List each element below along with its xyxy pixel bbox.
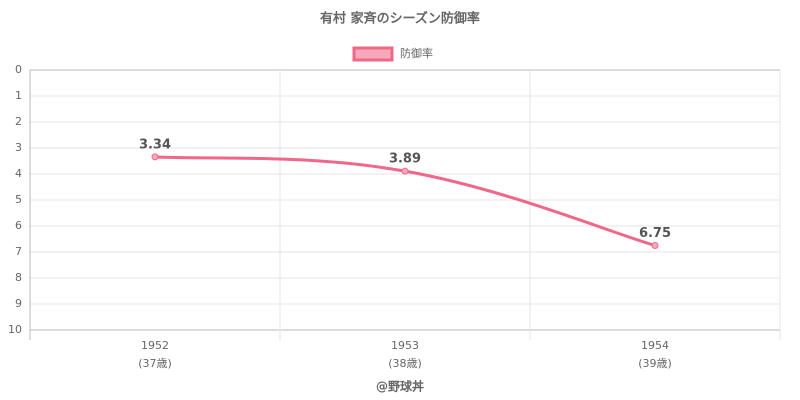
data-label: 3.34: [139, 137, 171, 152]
y-tick-label: 5: [15, 193, 22, 206]
credit: @野球丼: [376, 379, 424, 394]
y-tick-label: 0: [15, 63, 22, 76]
x-tick-label: (38歳): [388, 357, 422, 370]
point: [401, 167, 409, 175]
x-tick-label: 1954: [641, 339, 669, 352]
y-tick-label: 7: [15, 245, 22, 258]
data-label: 6.75: [639, 226, 671, 241]
legend-swatch: [352, 46, 394, 62]
y-tick-label: 10: [8, 323, 22, 336]
y-tick-label: 1: [15, 89, 22, 102]
y-tick-label: 3: [15, 141, 22, 154]
x-tick-label: (37歳): [138, 357, 172, 370]
chart-title: 有村 家斉のシーズン防御率: [320, 11, 480, 27]
y-tick-label: 4: [15, 167, 22, 180]
legend-label: 防御率: [400, 46, 433, 60]
x-tick-label: (39歳): [638, 357, 672, 370]
x-tick-label: 1953: [391, 339, 419, 352]
point: [151, 153, 159, 161]
y-tick-label: 8: [15, 271, 22, 284]
data-label: 3.89: [389, 152, 421, 167]
y-tick-label: 2: [15, 115, 22, 128]
y-tick-label: 9: [15, 297, 22, 310]
point: [651, 242, 659, 249]
y-tick-label: 6: [15, 219, 22, 232]
x-tick-label: 1952: [141, 339, 169, 352]
